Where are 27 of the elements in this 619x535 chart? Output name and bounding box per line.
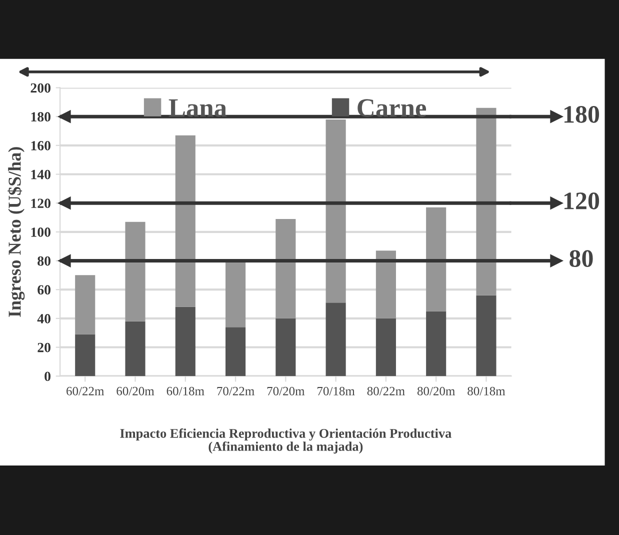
ref-line-label: 80 [570,250,593,268]
x-tick-label: 70/22m [217,386,254,396]
x-tick-label: 70/18m [318,386,355,396]
y-tick-label: 80 [38,256,50,266]
ref-line-label: 120 [564,192,600,210]
y-axis-title: Ingreso Neto (U$S/ha) [8,147,25,317]
legend-label: Carne [358,99,426,117]
y-tick-label: 40 [37,314,50,324]
y-tick-label: 100 [31,228,50,237]
ref-line-label: 180 [564,106,600,123]
x-tick-label: 60/22m [66,386,104,396]
y-tick-label: 120 [31,198,50,208]
y-tick-label: 60 [38,285,50,295]
y-tick-label: 180 [31,112,50,122]
y-tick-label: 160 [31,140,50,150]
y-tick-label: 20 [38,342,50,352]
x-tick-label: 60/18m [166,386,204,396]
x-tick-label: 80/18m [468,386,506,396]
x-tick-label: 80/20m [417,386,455,396]
y-tick-label: 200 [30,83,50,93]
x-tick-label: 80/22m [367,386,405,396]
x-tick-label: 60/20m [116,386,154,396]
x-tick-label: 70/20m [267,386,305,396]
y-tick-label: 0 [44,372,50,382]
legend-label: Lana [168,99,227,117]
x-axis-title: Impacto Eficiencia Reproductiva y Orientación Productiva (Afinamiento de la majada) [120,428,452,454]
y-tick-label: 140 [31,170,50,180]
